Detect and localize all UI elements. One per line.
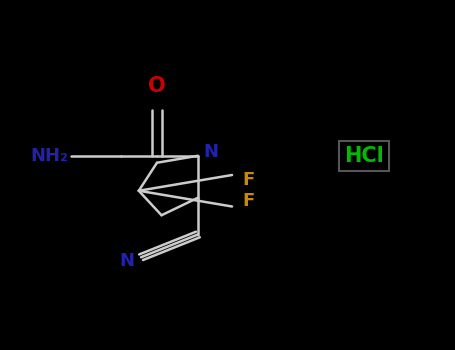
Text: O: O <box>148 76 166 96</box>
Text: HCl: HCl <box>344 146 384 166</box>
Text: F: F <box>242 192 254 210</box>
Text: N: N <box>204 143 219 161</box>
Text: F: F <box>242 171 254 189</box>
Text: NH₂: NH₂ <box>30 147 68 165</box>
Text: N: N <box>119 252 134 270</box>
